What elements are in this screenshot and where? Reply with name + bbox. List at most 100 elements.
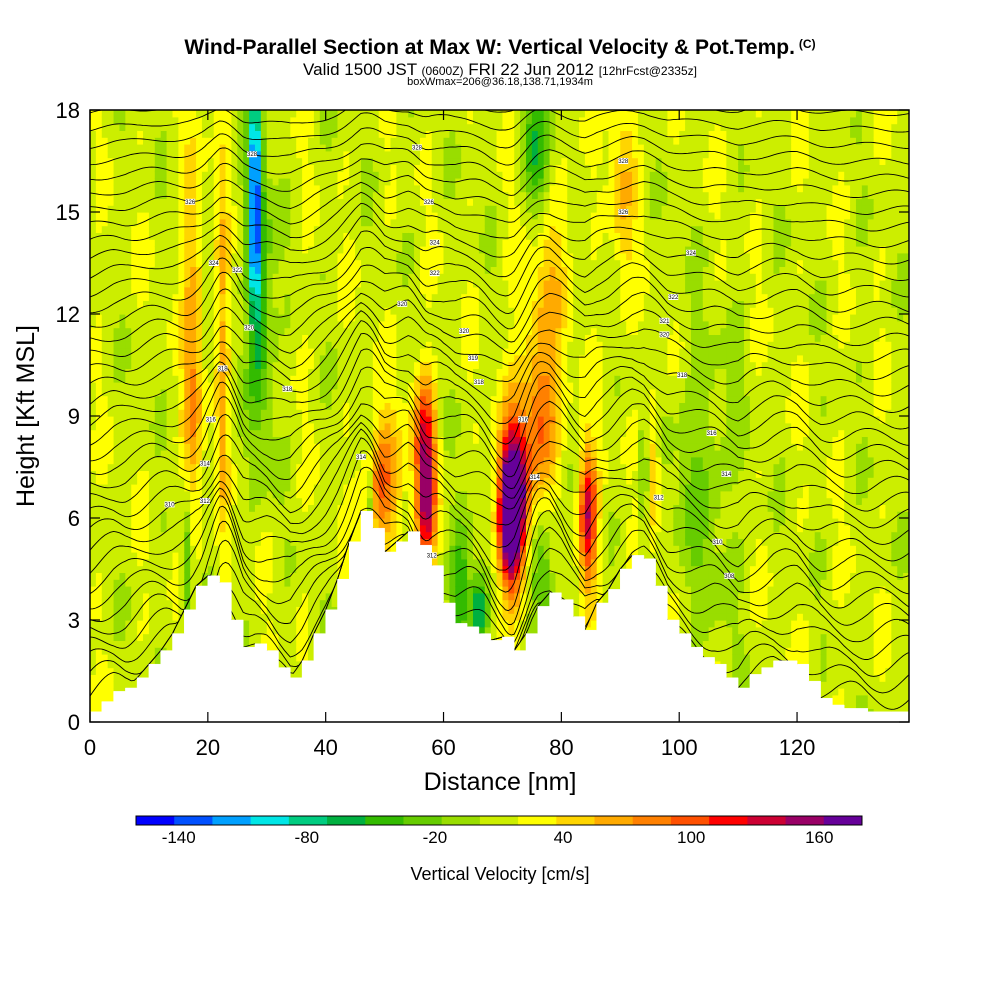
velocity-cell: [284, 286, 291, 295]
velocity-cell: [396, 395, 403, 403]
velocity-cell: [296, 613, 303, 621]
velocity-cell: [166, 252, 174, 261]
copyright-mark: (C): [798, 37, 816, 51]
velocity-cell: [284, 130, 291, 138]
velocity-cell: [243, 361, 250, 369]
velocity-cell: [137, 626, 144, 635]
velocity-cell: [160, 205, 168, 213]
velocity-cell: [249, 388, 256, 397]
velocity-cell: [372, 273, 380, 281]
velocity-cell: [284, 443, 291, 451]
velocity-cell: [137, 361, 144, 369]
velocity-cell: [154, 212, 162, 220]
velocity-cell: [308, 416, 315, 424]
velocity-cell: [260, 422, 268, 431]
velocity-cell: [131, 647, 138, 655]
velocity-cell: [302, 538, 309, 546]
velocity-cell: [313, 137, 321, 145]
velocity-cell: [361, 218, 368, 227]
velocity-cell: [225, 382, 233, 390]
velocity-cell: [243, 511, 250, 519]
velocity-cell: [101, 443, 109, 451]
velocity-cell: [390, 545, 397, 553]
velocity-cell: [366, 361, 374, 369]
velocity-cell: [278, 463, 286, 471]
velocity-cell: [166, 116, 174, 125]
velocity-cell: [172, 456, 179, 465]
velocity-cell: [313, 545, 321, 553]
velocity-cell: [313, 565, 321, 573]
velocity-cell: [343, 130, 350, 138]
velocity-cell: [337, 429, 344, 437]
velocity-cell: [172, 150, 179, 159]
velocity-cell: [243, 606, 250, 614]
velocity-cell: [207, 375, 215, 383]
velocity-cell: [113, 456, 121, 465]
velocity-cell: [95, 463, 103, 471]
velocity-cell: [254, 531, 262, 539]
velocity-cell: [366, 334, 374, 342]
velocity-cell: [384, 436, 392, 444]
velocity-cell: [113, 470, 121, 478]
velocity-cell: [225, 205, 233, 213]
velocity-cell: [90, 497, 97, 505]
velocity-cell: [137, 130, 144, 138]
velocity-cell: [278, 246, 286, 254]
velocity-cell: [331, 286, 339, 295]
velocity-cell: [408, 484, 415, 492]
velocity-cell: [331, 327, 339, 335]
velocity-cell: [384, 246, 392, 254]
velocity-cell: [384, 341, 392, 349]
velocity-cell: [196, 110, 203, 118]
velocity-cell: [260, 484, 268, 492]
velocity-cell: [143, 450, 150, 458]
velocity-cell: [125, 463, 132, 471]
velocity-cell: [131, 456, 138, 465]
velocity-cell: [390, 218, 397, 227]
velocity-cell: [278, 334, 286, 342]
velocity-cell: [243, 463, 250, 471]
velocity-cell: [160, 286, 168, 295]
velocity-cell: [119, 239, 126, 247]
velocity-cell: [402, 334, 409, 342]
velocity-cell: [237, 218, 244, 227]
velocity-cell: [290, 402, 297, 410]
velocity-cell: [137, 477, 144, 485]
velocity-cell: [148, 504, 156, 512]
velocity-cell: [249, 463, 256, 471]
velocity-cell: [225, 116, 233, 125]
velocity-cell: [302, 579, 309, 587]
velocity-cell: [319, 572, 327, 580]
velocity-cell: [219, 354, 227, 363]
velocity-cell: [148, 640, 156, 648]
velocity-cell: [95, 280, 103, 288]
velocity-cell: [213, 246, 221, 254]
velocity-cell: [90, 225, 97, 233]
velocity-cell: [113, 293, 121, 301]
velocity-cell: [107, 647, 115, 655]
velocity-cell: [278, 198, 286, 206]
velocity-cell: [160, 538, 168, 546]
velocity-cell: [160, 572, 168, 580]
velocity-cell: [107, 674, 115, 682]
velocity-cell: [137, 116, 144, 125]
velocity-cell: [408, 416, 415, 424]
velocity-cell: [207, 232, 215, 240]
velocity-cell: [166, 184, 174, 193]
velocity-cell: [131, 463, 138, 471]
velocity-cell: [337, 456, 344, 465]
velocity-cell: [160, 395, 168, 403]
velocity-cell: [290, 150, 297, 159]
velocity-cell: [178, 286, 185, 295]
velocity-cell: [402, 116, 409, 125]
velocity-cell: [308, 232, 315, 240]
velocity-cell: [113, 572, 121, 580]
velocity-cell: [313, 334, 321, 342]
velocity-cell: [319, 361, 327, 369]
velocity-cell: [125, 348, 132, 356]
velocity-cell: [213, 552, 221, 560]
velocity-cell: [143, 218, 150, 227]
velocity-cell: [408, 443, 415, 451]
velocity-cell: [201, 443, 209, 451]
velocity-cell: [196, 382, 203, 390]
